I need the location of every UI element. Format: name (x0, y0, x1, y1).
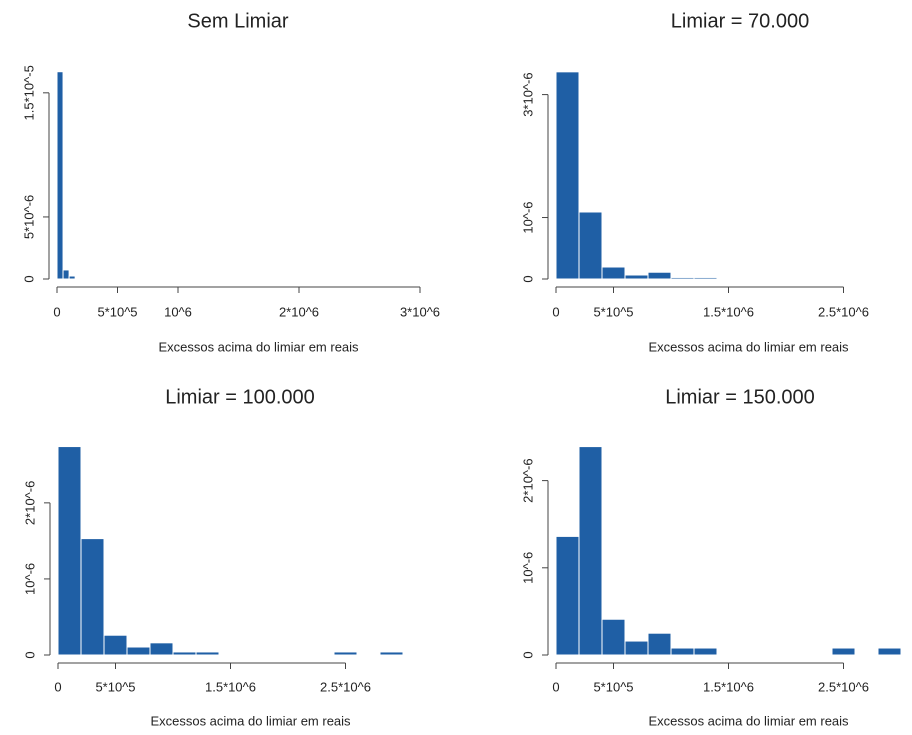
x-tick-label: 5*10^5 (95, 679, 135, 694)
bar (624, 640, 649, 656)
bar (57, 446, 82, 656)
y-tick-label: 1.5*10^-5 (21, 65, 36, 120)
bar (126, 646, 151, 656)
bar (555, 71, 580, 280)
bar (693, 276, 718, 280)
bar (56, 71, 64, 280)
x-tick-label: 3*10^6 (400, 304, 440, 319)
bar (578, 211, 603, 280)
y-tick-label: 2*10^-6 (520, 458, 535, 502)
bar (831, 647, 856, 656)
chart-title: Limiar = 150.000 (665, 386, 815, 408)
x-tick-label: 2*10^6 (279, 304, 319, 319)
bar (693, 647, 718, 656)
y-tick-label: 5*10^-6 (21, 195, 36, 239)
bar (172, 651, 197, 656)
x-tick-label: 1.5*10^6 (703, 304, 754, 319)
bar (831, 277, 856, 280)
x-tick-label: 2.5*10^6 (818, 679, 869, 694)
bar (333, 651, 358, 656)
x-axis-label: Excessos acima do limiar em reais (158, 339, 359, 354)
x-tick-label: 1.5*10^6 (205, 679, 256, 694)
chart-title: Limiar = 100.000 (165, 386, 315, 408)
x-tick-label: 0 (54, 679, 61, 694)
x-axis-label: Excessos acima do limiar em reais (150, 713, 351, 728)
panel: Limiar = 70.000 Excessos acima do limiar … (520, 10, 902, 354)
bar (555, 535, 580, 656)
x-tick-label: 2.5*10^6 (320, 679, 371, 694)
bar (647, 271, 672, 280)
y-tick-label: 0 (21, 275, 36, 282)
bar (80, 538, 105, 656)
bar (103, 634, 128, 656)
bar (601, 618, 626, 656)
y-tick-label: 0 (520, 651, 535, 658)
bar (670, 647, 695, 656)
bar (149, 642, 174, 656)
y-tick-label: 3*10^-6 (520, 72, 535, 116)
y-tick-label: 10^-6 (22, 563, 37, 595)
bar (68, 275, 76, 280)
x-tick-label: 1.5*10^6 (703, 679, 754, 694)
x-tick-label: 0 (552, 679, 559, 694)
x-tick-label: 5*10^5 (593, 304, 633, 319)
y-tick-label: 0 (520, 275, 535, 282)
x-tick-label: 0 (53, 304, 60, 319)
y-tick-label: 10^-6 (520, 201, 535, 233)
bar (670, 276, 695, 280)
bar (578, 446, 603, 656)
bar (195, 651, 220, 656)
x-tick-label: 10^6 (164, 304, 192, 319)
bar (379, 651, 404, 656)
x-tick-label: 5*10^5 (97, 304, 137, 319)
y-tick-label: 10^-6 (520, 552, 535, 584)
bar (62, 269, 70, 280)
x-tick-label: 0 (552, 304, 559, 319)
y-tick-label: 2*10^-6 (22, 481, 37, 525)
bar (877, 277, 902, 280)
panel: Limiar = 150.000 Excessos acima do limiar… (520, 386, 902, 728)
bar (624, 274, 649, 280)
panel: Sem Limiar Excessos acima do limiar em re… (21, 10, 440, 354)
x-axis-label: Excessos acima do limiar em reais (648, 713, 849, 728)
x-tick-label: 2.5*10^6 (818, 304, 869, 319)
chart-title: Sem Limiar (187, 10, 288, 32)
x-tick-label: 5*10^5 (593, 679, 633, 694)
bar (601, 266, 626, 280)
x-axis-label: Excessos acima do limiar em reais (648, 339, 849, 354)
panel: Limiar = 100.000 Excessos acima do limiar… (22, 386, 404, 728)
chart-title: Limiar = 70.000 (671, 10, 809, 32)
bar (647, 632, 672, 656)
y-tick-label: 0 (22, 651, 37, 658)
bar (877, 647, 902, 656)
